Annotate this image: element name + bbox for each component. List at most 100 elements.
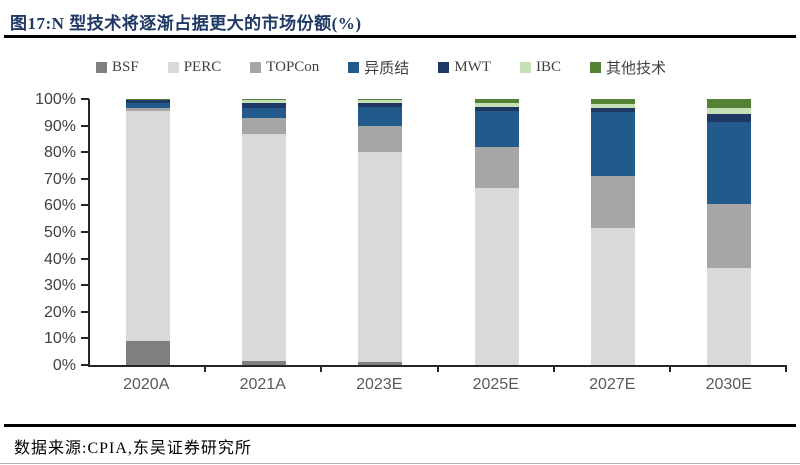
x-category-label-2025E: 2025E (472, 376, 519, 393)
legend-item-label: 异质结 (364, 60, 410, 77)
legend-swatch-icon (96, 61, 107, 73)
y-axis-tick (81, 231, 89, 233)
legend-item-label: 其他技术 (606, 60, 667, 77)
y-axis-labels: 100% 90% 80% 70% 60% 50% 40% 30% 20% 10% 0% (0, 91, 82, 374)
legend-item-label: MWT (454, 58, 491, 75)
stacked-bar-2030E (706, 99, 751, 365)
bar-segment-TOPCon (590, 176, 635, 229)
x-category-label-2021A: 2021A (239, 376, 286, 393)
x-axis-tick (436, 365, 439, 372)
bar-segment-MWT (126, 100, 171, 104)
y-axis-tick (81, 364, 89, 366)
legend-item-其他技术: 其他技术 (590, 57, 666, 78)
bar-segment-其他技术 (706, 99, 751, 109)
y-axis-tick (81, 257, 89, 260)
bar-cell-2027E (555, 99, 671, 365)
bar-segment-TOPCon (706, 204, 751, 268)
bar-segment-TOPCon (474, 146, 519, 189)
stacked-bar-2025E (474, 99, 519, 365)
bars-container (90, 99, 787, 365)
figure-title: 图17:N 型技术将逐渐占据更大的市场份额(%) (10, 14, 362, 33)
x-axis-tick (320, 365, 323, 372)
x-category-label-2030E: 2030E (705, 376, 752, 393)
y-axis-tick (81, 337, 89, 340)
x-axis-tick (204, 365, 207, 372)
plot-area (81, 98, 787, 372)
bar-segment-异质结 (706, 121, 751, 205)
bar-segment-异质结 (126, 103, 171, 109)
y-axis-tick (81, 124, 89, 127)
bar-segment-MWT (358, 103, 403, 108)
bar-segment-PERC (358, 152, 403, 363)
stacked-bar-chart: BSF PERC TOPCon 异质结 MWT IBC 其他技术 100% 90% 80% 70%… (0, 56, 800, 394)
y-axis-tick (81, 204, 89, 207)
x-axis-tick (552, 365, 555, 372)
y-tick-label: 40% (43, 250, 76, 268)
bar-segment-异质结 (474, 111, 519, 147)
x-axis-tick (785, 365, 787, 372)
bar-segment-PERC (474, 188, 519, 365)
data-source: 数据来源:CPIA,东吴证券研究所 (14, 440, 252, 457)
y-tick-label: 50% (43, 224, 76, 241)
legend-item-label: IBC (535, 58, 561, 75)
y-axis-tick (81, 177, 89, 180)
bar-segment-PERC (706, 267, 751, 365)
bar-cell-2023E (322, 99, 438, 365)
legend-swatch-icon (167, 61, 179, 73)
y-axis-tick (81, 284, 89, 287)
bar-segment-PERC (126, 110, 171, 342)
bar-segment-IBC (126, 99, 171, 101)
stacked-bar-2021A (242, 99, 287, 365)
bar-segment-IBC (590, 104, 635, 109)
bar-segment-其他技术 (590, 99, 635, 105)
bar-segment-MWT (242, 103, 287, 109)
y-tick-label: 0% (52, 357, 76, 374)
bar-cell-2025E (439, 99, 555, 365)
legend-swatch-icon (590, 61, 601, 73)
bar-segment-MWT (474, 107, 519, 111)
legend-item-IBC: IBC (519, 58, 561, 76)
legend-item-PERC: PERC (167, 58, 222, 76)
stacked-bar-2020A (126, 99, 171, 365)
legend-swatch-icon (519, 61, 531, 73)
bar-segment-BSF (242, 361, 287, 365)
legend-item-TOPCon: TOPCon (250, 59, 319, 76)
bar-segment-异质结 (242, 108, 287, 118)
bottom-divider (0, 463, 800, 464)
x-category-label-2027E: 2027E (589, 376, 636, 393)
bar-segment-其他技术 (126, 99, 171, 100)
y-tick-label: 60% (43, 197, 76, 215)
legend-swatch-icon (348, 61, 360, 73)
bar-segment-BSF (358, 362, 403, 365)
y-tick-label: 100% (35, 91, 76, 108)
y-axis-tick (81, 310, 89, 313)
y-tick-label: 70% (43, 170, 76, 188)
legend-item-label: PERC (183, 58, 222, 75)
bar-cell-2021A (206, 99, 322, 365)
x-axis-labels: 2020A 2021A 2023E 2025E 2027E 2030E (88, 376, 787, 394)
y-tick-label: 80% (43, 144, 76, 162)
bar-segment-MWT (590, 108, 635, 113)
y-tick-label: 90% (43, 117, 76, 135)
y-axis-tick (81, 151, 89, 154)
bar-segment-其他技术 (242, 99, 287, 101)
chart-legend: BSF PERC TOPCon 异质结 MWT IBC 其他技术 (96, 56, 800, 78)
y-tick-label: 20% (43, 303, 76, 321)
bar-segment-IBC (706, 108, 751, 114)
stacked-bar-2027E (590, 99, 635, 365)
y-tick-label: 30% (43, 277, 76, 295)
bar-segment-BSF (126, 341, 171, 365)
y-axis-tick (81, 98, 89, 100)
bar-segment-TOPCon (126, 108, 171, 111)
legend-item-MWT: MWT (438, 59, 491, 76)
title-divider (4, 35, 796, 38)
bar-segment-IBC (242, 100, 287, 104)
x-category-label-2023E: 2023E (356, 376, 403, 393)
bar-segment-PERC (242, 133, 287, 362)
bar-segment-TOPCon (242, 117, 287, 134)
x-category-label-2020A: 2020A (123, 376, 170, 393)
bar-cell-2020A (90, 99, 206, 365)
x-axis-tick (668, 365, 671, 372)
legend-item-label: BSF (112, 58, 139, 75)
